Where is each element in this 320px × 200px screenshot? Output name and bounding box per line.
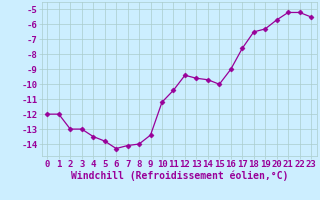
X-axis label: Windchill (Refroidissement éolien,°C): Windchill (Refroidissement éolien,°C) — [70, 171, 288, 181]
